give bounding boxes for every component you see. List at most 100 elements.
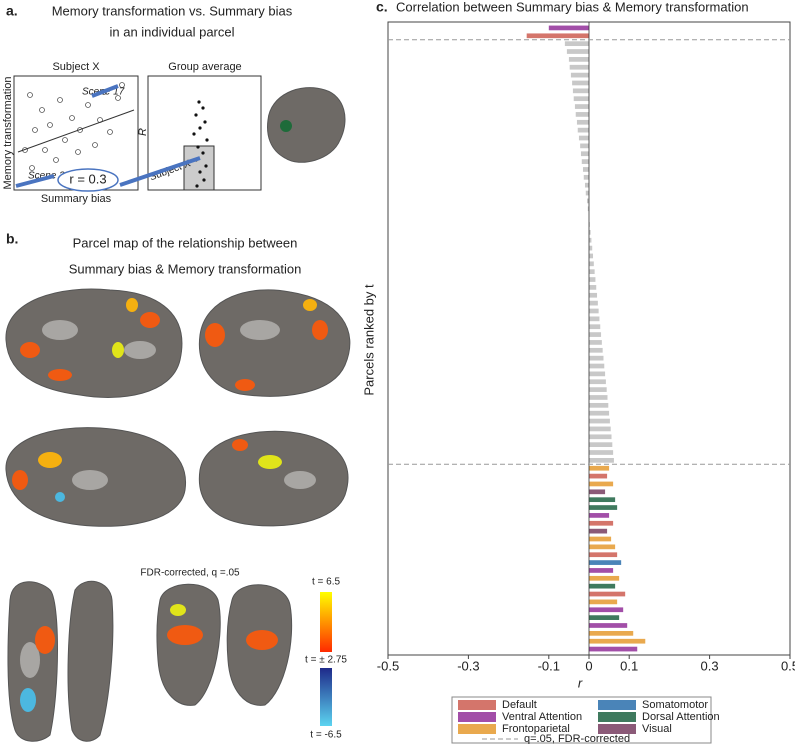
x-tick-label: 0 [585,658,592,673]
bar [589,237,592,243]
bar [589,355,604,361]
bar [589,332,602,337]
bar [583,174,589,180]
panel-title: Parcel map of the relationship between [73,235,298,250]
brain-medial-right [198,430,349,527]
colorbar-label: t = ± 2.75 [305,655,347,666]
bar [589,308,599,314]
bar [589,379,606,385]
fit-line [17,109,135,153]
bar [589,395,608,400]
legend-label: Ventral Attention [502,711,582,723]
bar [589,591,626,597]
bar [572,88,589,94]
bar [564,41,589,47]
legend-label: Somatomotor [642,699,708,711]
colorbar-label: t = -6.5 [310,730,342,741]
arrow [119,156,201,187]
bar [582,167,589,172]
brain-dorsal [67,580,114,742]
bar [580,143,589,149]
bar [526,33,589,39]
legend-swatch [458,700,496,710]
brain-lateral-right [198,289,351,397]
bar [589,410,610,416]
bar [589,434,612,440]
r-ellipse [57,168,119,192]
bar [589,340,602,345]
bar [572,80,589,86]
bar [589,528,608,534]
panel-title: Memory transformation vs. Summary bias [52,3,293,18]
legend-swatch [598,724,636,734]
activation-patches [12,298,328,712]
brain-lateral-left [5,288,183,398]
colorbar-warm [320,592,332,652]
legend-swatch [458,724,496,734]
bar [589,261,594,267]
subplot-title: Subject X [52,61,100,73]
panel-b: b. Parcel map of the relationship betwee… [5,231,351,742]
bar [589,568,614,573]
bar [589,324,601,330]
bar [573,96,589,102]
panel-title: Summary bias & Memory transformation [69,261,302,276]
bar [589,285,597,290]
bar [589,269,595,275]
x-tick-label: -0.3 [457,658,479,673]
colorbar-cool [320,668,332,726]
colorbar-label: t = 6.5 [312,577,341,588]
bar [589,245,593,251]
bar [589,646,638,652]
bar [589,371,606,377]
bar [589,623,628,628]
bar [589,505,618,510]
bar [569,64,589,70]
x-tick-label: 0.1 [620,658,638,673]
panel-a: a. Memory transformation vs. Summary bia… [2,3,346,205]
bar [589,481,614,487]
bar [589,426,611,432]
legend-label: q=.05, FDR-corrected [524,733,630,744]
bar [589,222,590,227]
legend-label: Visual [642,723,672,735]
x-axis-label: Summary bias [41,193,112,205]
arrow [91,84,119,98]
bar [589,552,618,558]
x-tick-label: -0.1 [538,658,560,673]
bar [570,72,589,78]
bar [574,104,589,109]
bar [589,458,614,463]
x-tick-label: 0.3 [701,658,719,673]
bar [581,159,589,164]
bar [568,57,589,62]
bar [589,402,609,408]
panel-label: a. [6,3,18,19]
bar [566,49,589,54]
bar [589,520,614,526]
bar [589,560,622,565]
legend-label: Frontoparietal [502,723,570,735]
bar [589,544,616,550]
bar [589,473,608,479]
bar [580,151,589,157]
bar [589,607,624,613]
bar [589,418,610,424]
legend-swatch [458,712,496,722]
bar [589,229,591,235]
subplot-title: Group average [168,61,241,73]
group-points [192,100,209,188]
bar [548,25,589,31]
parcel-marker [280,120,292,132]
x-tick-label: 0.5 [781,658,795,673]
bar [589,599,618,605]
legend-swatch [598,700,636,710]
bar [589,292,598,298]
bar [589,615,620,620]
brain-icon [267,87,346,163]
chart-title: Correlation between Summary bias & Memor… [396,0,749,14]
legend-label: Dorsal Attention [642,711,720,723]
y-axis-label: Memory transformation [2,76,14,189]
bar [587,206,589,212]
